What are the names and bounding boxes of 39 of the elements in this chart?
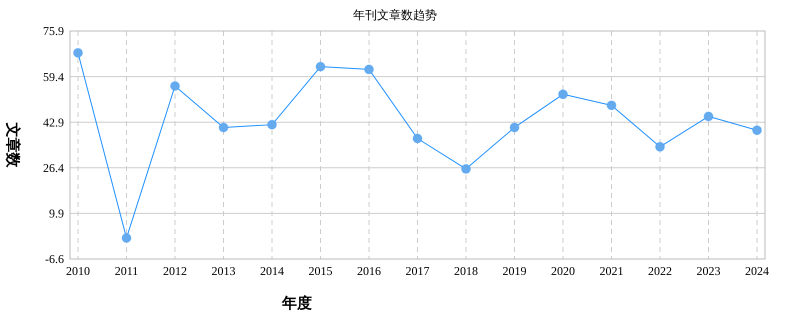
point [606,100,616,110]
point [170,80,180,91]
x-tick-label: 2015 [308,264,332,278]
point [122,232,132,243]
point [510,122,520,132]
y-axis-title: 文章数 [4,122,22,168]
point [412,134,422,144]
point [267,120,277,130]
point [461,164,471,174]
x-tick-label: 2023 [696,264,720,278]
x-tick-label: 2012 [163,264,187,278]
y-tick-label: 75.9 [43,24,64,38]
x-tick-label: 2022 [648,264,672,278]
y-tick-label: 9.9 [49,206,64,221]
x-tick-label: 2019 [502,264,526,278]
x-tick-label: 2013 [212,264,236,278]
point [218,122,228,132]
y-tick-label: 26.4 [43,161,64,175]
point [558,89,568,100]
x-tick-label: 2014 [260,264,284,278]
point [752,125,762,136]
x-tick-label: 2021 [600,264,624,278]
y-tick-label: -6.6 [45,252,64,266]
x-tick-label: 2020 [551,264,575,278]
point [655,142,665,152]
chart-title: 年刊文章数趋势 [353,8,437,22]
y-tick-label: 42.9 [43,115,64,130]
x-tick-label: 2010 [66,264,90,278]
point [316,62,326,72]
x-tick-label: 2024 [745,264,769,278]
y-tick-label: 59.4 [43,70,64,84]
x-tick-label: 2017 [406,264,430,278]
point [704,111,714,122]
point [364,64,374,74]
x-tick-label: 2011 [114,264,138,278]
point [73,48,83,58]
x-tick-label: 2016 [357,264,381,278]
x-tick-label: 2018 [454,264,478,278]
x-axis-title: 年度 [281,294,312,312]
